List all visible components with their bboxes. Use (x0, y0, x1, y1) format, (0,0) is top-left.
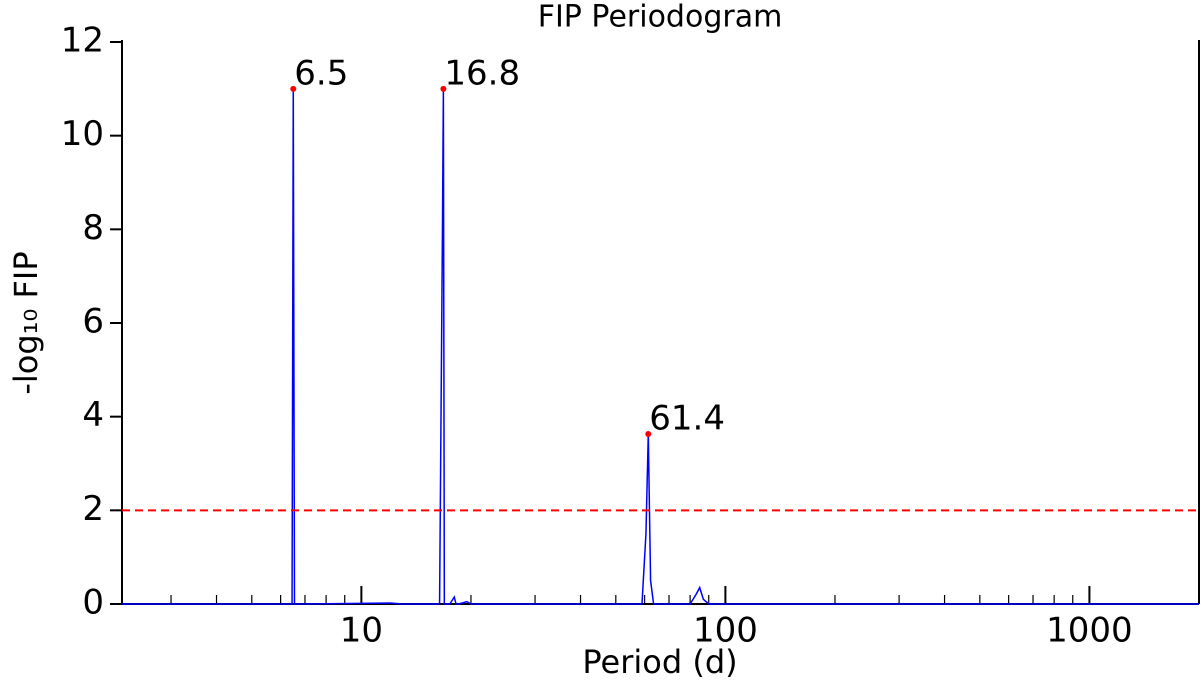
x-axis-label: Period (d) (582, 643, 737, 681)
y-tick-label: 2 (82, 489, 104, 529)
peak-marker (290, 85, 297, 92)
y-tick-label: 4 (82, 395, 104, 435)
x-tick-label: 10 (340, 611, 383, 651)
y-tick-label: 6 (82, 302, 104, 342)
peak-label: 16.8 (444, 53, 520, 93)
peak-label: 6.5 (294, 53, 348, 93)
x-tick-label: 100 (693, 611, 758, 651)
y-tick-label: 0 (82, 583, 104, 623)
y-tick-label: 10 (61, 114, 104, 154)
y-axis-label: -log₁₀ FIP (7, 251, 45, 394)
y-tick-label: 12 (61, 21, 104, 61)
chart-title: FIP Periodogram (538, 0, 783, 35)
peak-marker (440, 85, 447, 92)
y-tick-label: 8 (82, 208, 104, 248)
peak-label: 61.4 (649, 398, 725, 438)
peak-marker (645, 430, 652, 437)
x-tick-label: 1000 (1046, 611, 1133, 651)
periodogram-line (122, 88, 1199, 605)
